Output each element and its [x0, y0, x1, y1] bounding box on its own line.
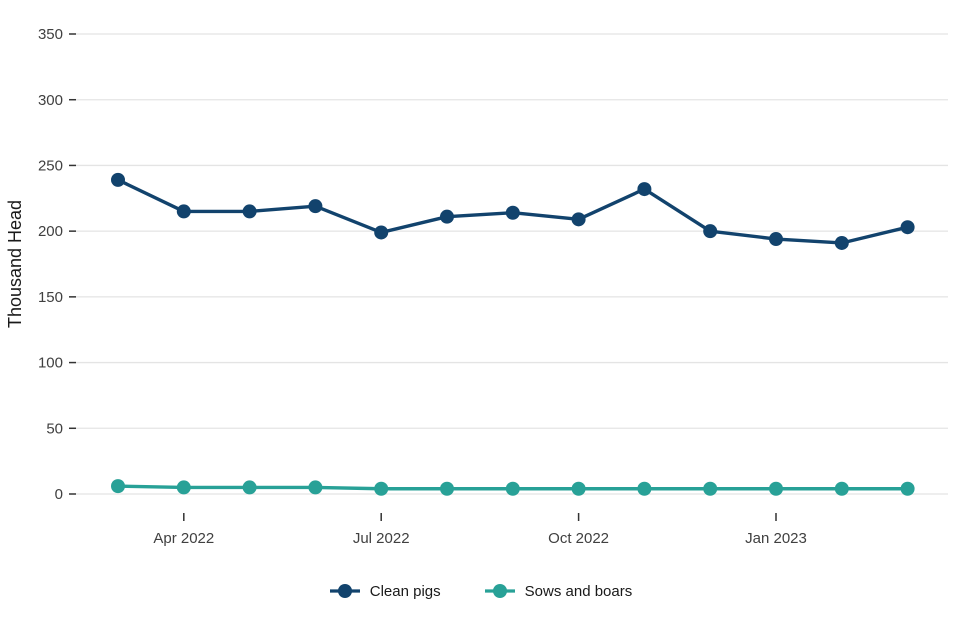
data-point-clean-pigs	[769, 232, 783, 247]
y-tick-label: 300	[38, 92, 63, 109]
y-tick-label: 150	[38, 289, 63, 306]
data-point-sows-and-boars	[176, 480, 191, 495]
data-point-clean-pigs	[703, 224, 718, 239]
x-tick-label: Oct 2022	[548, 530, 609, 547]
x-tick-label: Jul 2022	[353, 530, 410, 547]
data-point-sows-and-boars	[703, 481, 718, 496]
data-point-sows-and-boars	[834, 481, 849, 496]
y-axis-title: Thousand Head	[5, 200, 25, 328]
y-tick-label: 350	[38, 26, 63, 43]
y-tick-label: 100	[38, 355, 63, 372]
data-point-clean-pigs	[637, 182, 652, 197]
data-point-clean-pigs	[571, 212, 586, 227]
legend-label-clean-pigs: Clean pigs	[369, 582, 441, 600]
data-point-sows-and-boars	[505, 481, 520, 496]
data-point-clean-pigs	[900, 220, 915, 235]
y-tick-label: 250	[38, 158, 63, 175]
data-point-sows-and-boars	[637, 481, 652, 496]
x-tick-label: Jan 2023	[745, 530, 807, 547]
data-point-clean-pigs	[374, 225, 389, 240]
data-point-clean-pigs	[111, 172, 125, 187]
sows-and-boars-legend-marker-icon	[484, 584, 515, 598]
clean-pigs-legend-marker-icon	[329, 584, 360, 598]
data-point-sows-and-boars	[242, 480, 257, 495]
chart-legend: Clean pigs Sows and boars	[0, 576, 960, 606]
data-point-sows-and-boars	[374, 481, 389, 496]
data-point-clean-pigs	[440, 209, 454, 224]
data-point-clean-pigs	[505, 205, 520, 220]
data-point-clean-pigs	[308, 199, 323, 214]
data-point-sows-and-boars	[769, 481, 783, 496]
data-point-sows-and-boars	[111, 479, 125, 494]
data-point-sows-and-boars	[900, 481, 915, 496]
legend-item-sows-and-boars: Sows and boars	[483, 582, 633, 600]
data-point-clean-pigs	[834, 235, 849, 250]
x-tick-label: Apr 2022	[153, 530, 214, 547]
plot-area: 0 50 100 150 200 250 300 350 Apr 2022 Jul 2022 Oct…	[5, 26, 948, 547]
legend-label-sows-and-boars: Sows and boars	[524, 582, 633, 600]
data-point-sows-and-boars	[571, 481, 586, 496]
y-tick-label: 50	[46, 420, 63, 437]
data-point-sows-and-boars	[308, 480, 323, 495]
data-point-clean-pigs	[176, 204, 191, 219]
legend-item-clean-pigs: Clean pigs	[328, 582, 441, 600]
data-point-clean-pigs	[242, 204, 257, 219]
data-point-sows-and-boars	[440, 481, 454, 496]
y-tick-label: 200	[38, 223, 63, 240]
y-tick-label: 0	[55, 486, 63, 503]
